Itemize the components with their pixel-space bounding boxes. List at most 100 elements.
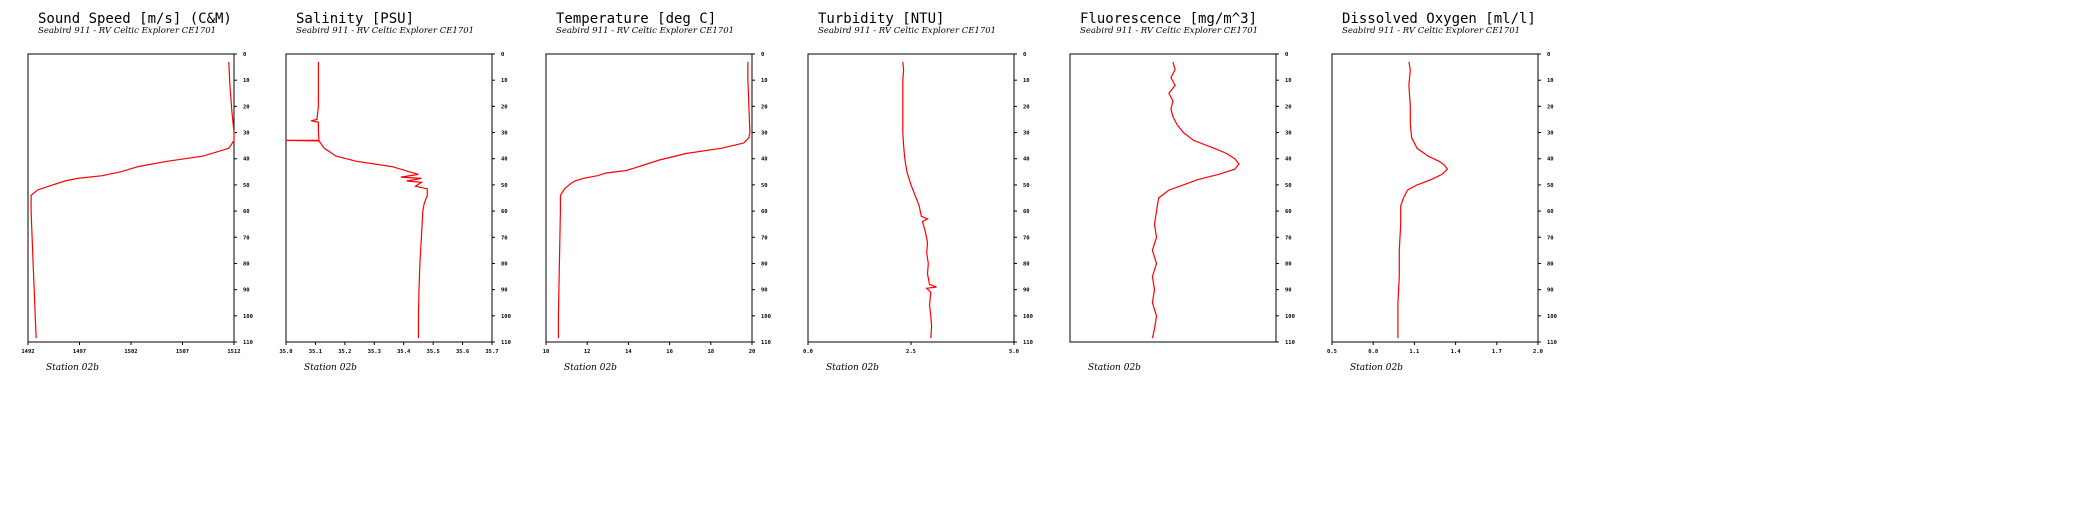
profile-trace — [30, 61, 235, 339]
y-tick-label: 70 — [243, 235, 250, 241]
y-tick-label: 110 — [501, 340, 511, 346]
profile-trace — [1151, 61, 1240, 339]
x-tick-label: 5.0 — [1009, 349, 1019, 355]
y-tick-label: 40 — [761, 157, 768, 163]
y-tick-label: 40 — [1023, 157, 1030, 163]
y-tick-label: 20 — [243, 104, 250, 110]
y-tick-label: 60 — [243, 209, 250, 215]
chart-title: Turbidity [NTU] — [818, 11, 944, 27]
x-tick-label: 35.7 — [485, 349, 498, 355]
station-label: Station 02b — [304, 363, 357, 373]
y-tick-label: 0 — [243, 52, 246, 58]
station-label: Station 02b — [1088, 363, 1141, 373]
y-tick-label: 0 — [1547, 52, 1550, 58]
y-tick-label: 30 — [1023, 131, 1030, 137]
chart-panel-5: Fluorescence [mg/m^3]Seabird 911 - RV Ce… — [1069, 11, 1295, 373]
x-tick-label: 18 — [707, 349, 714, 355]
y-tick-label: 10 — [1285, 78, 1292, 84]
x-tick-label: 35.6 — [456, 349, 470, 355]
x-tick-label: 1.4 — [1451, 349, 1462, 355]
y-tick-label: 50 — [501, 183, 508, 189]
station-label: Station 02b — [46, 363, 99, 373]
y-tick-label: 30 — [1547, 131, 1554, 137]
y-tick-label: 40 — [243, 157, 250, 163]
chart-title: Fluorescence [mg/m^3] — [1080, 11, 1257, 27]
y-tick-label: 40 — [1285, 157, 1292, 163]
chart-panel-1: Sound Speed [m/s] (C&M)Seabird 911 - RV … — [21, 11, 253, 373]
chart-subtitle: Seabird 911 - RV Celtic Explorer CE1701 — [1080, 26, 1258, 36]
y-tick-label: 60 — [1285, 209, 1292, 215]
y-tick-label: 90 — [1547, 288, 1554, 294]
chart-panel-6: Dissolved Oxygen [ml/l]Seabird 911 - RV … — [1327, 11, 1557, 373]
station-label: Station 02b — [564, 363, 617, 373]
x-tick-label: 0.8 — [1368, 349, 1378, 355]
plot-frame — [1331, 53, 1539, 343]
y-tick-label: 30 — [243, 131, 250, 137]
chart-panel-3: Temperature [deg C]Seabird 911 - RV Celt… — [543, 11, 771, 373]
y-tick-label: 100 — [1547, 314, 1557, 320]
y-tick-label: 80 — [1023, 261, 1030, 267]
x-tick-label: 0.0 — [803, 349, 813, 355]
x-tick-label: 35.1 — [309, 349, 323, 355]
y-tick-label: 80 — [1285, 261, 1292, 267]
y-tick-label: 20 — [1023, 104, 1030, 110]
y-tick-label: 70 — [761, 235, 768, 241]
x-tick-label: 35.3 — [368, 349, 381, 355]
y-tick-label: 50 — [1547, 183, 1554, 189]
chart-subtitle: Seabird 911 - RV Celtic Explorer CE1701 — [38, 26, 216, 36]
y-tick-label: 60 — [1023, 209, 1030, 215]
y-tick-label: 60 — [501, 209, 508, 215]
x-tick-label: 14 — [625, 349, 632, 355]
y-tick-label: 10 — [243, 78, 250, 84]
x-tick-label: 12 — [584, 349, 591, 355]
y-tick-label: 70 — [501, 235, 508, 241]
y-tick-label: 110 — [243, 340, 253, 346]
y-tick-label: 0 — [501, 52, 504, 58]
y-tick-label: 110 — [1023, 340, 1033, 346]
y-tick-label: 110 — [1285, 340, 1295, 346]
y-tick-label: 100 — [1285, 314, 1295, 320]
plot-frame — [1069, 53, 1277, 343]
y-tick-label: 10 — [1023, 78, 1030, 84]
y-tick-label: 40 — [501, 157, 508, 163]
x-tick-label: 10 — [543, 349, 550, 355]
chart-panel-2: Salinity [PSU]Seabird 911 - RV Celtic Ex… — [279, 11, 511, 373]
y-tick-label: 30 — [1285, 131, 1292, 137]
y-tick-label: 90 — [1285, 288, 1292, 294]
y-tick-label: 100 — [761, 314, 771, 320]
profile-trace — [902, 61, 937, 339]
y-tick-label: 70 — [1285, 235, 1292, 241]
x-tick-label: 1502 — [124, 349, 137, 355]
x-tick-label: 35.4 — [397, 349, 411, 355]
chart-title: Temperature [deg C] — [556, 11, 716, 27]
y-tick-label: 10 — [1547, 78, 1554, 84]
x-tick-label: 1497 — [73, 349, 86, 355]
y-tick-label: 100 — [501, 314, 511, 320]
x-tick-label: 1.7 — [1492, 349, 1502, 355]
x-tick-label: 1507 — [176, 349, 189, 355]
profile-trace — [1397, 61, 1449, 339]
plot-frame — [807, 53, 1015, 343]
y-tick-label: 110 — [761, 340, 771, 346]
y-tick-label: 20 — [501, 104, 508, 110]
y-tick-label: 50 — [243, 183, 250, 189]
station-label: Station 02b — [1350, 363, 1403, 373]
profile-trace — [557, 61, 751, 339]
plot-frame — [285, 53, 493, 343]
y-tick-label: 70 — [1023, 235, 1030, 241]
chart-title: Dissolved Oxygen [ml/l] — [1342, 11, 1536, 27]
y-tick-label: 0 — [1023, 52, 1026, 58]
y-tick-label: 50 — [1023, 183, 1030, 189]
y-tick-label: 50 — [1285, 183, 1292, 189]
x-tick-label: 20 — [749, 349, 756, 355]
y-tick-label: 80 — [1547, 261, 1554, 267]
x-tick-label: 35.2 — [338, 349, 351, 355]
y-tick-label: 30 — [501, 131, 508, 137]
y-tick-label: 0 — [761, 52, 764, 58]
y-tick-label: 20 — [1285, 104, 1292, 110]
x-tick-label: 0.5 — [1327, 349, 1337, 355]
x-tick-label: 16 — [666, 349, 673, 355]
y-tick-label: 30 — [761, 131, 768, 137]
x-tick-label: 35.0 — [279, 349, 292, 355]
